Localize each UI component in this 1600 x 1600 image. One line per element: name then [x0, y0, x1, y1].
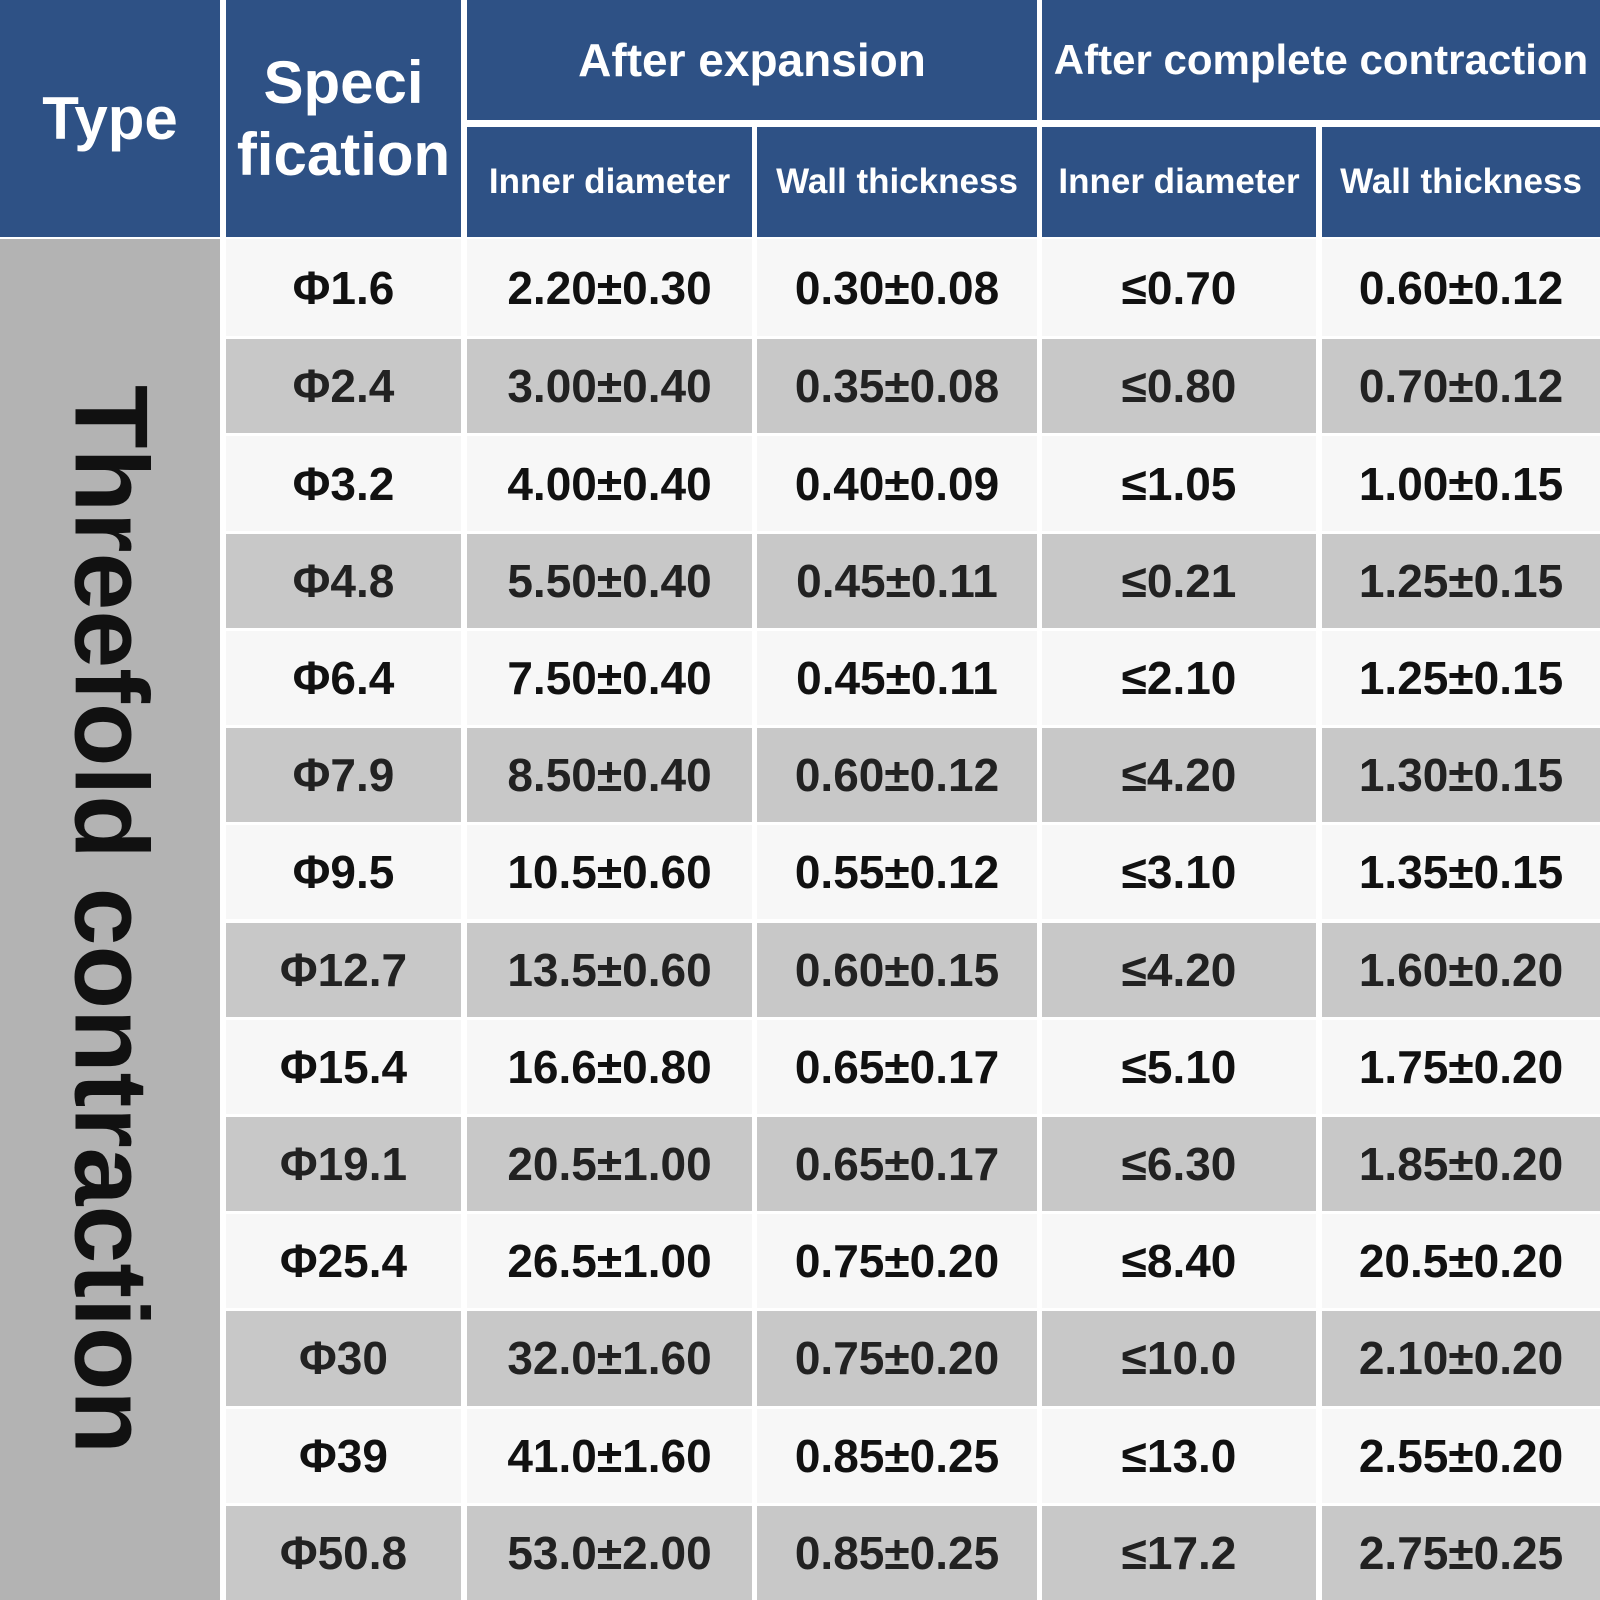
table-cell: Φ2.4 — [226, 339, 461, 434]
table-cell: ≤5.10 — [1042, 1019, 1316, 1114]
table-cell: 1.25±0.15 — [1322, 533, 1600, 628]
group-header: After complete contraction — [1042, 0, 1600, 120]
table-cell: 5.50±0.40 — [467, 533, 752, 628]
table-cell: ≤2.10 — [1042, 630, 1316, 726]
table-cell: 32.0±1.60 — [467, 1311, 752, 1406]
column-header: Wall thickness — [757, 127, 1037, 237]
table-cell: 0.60±0.12 — [1322, 239, 1600, 337]
table-cell: 0.35±0.08 — [757, 339, 1037, 434]
table-cell: 2.75±0.25 — [1322, 1505, 1600, 1600]
table-cell: Φ3.2 — [226, 436, 461, 531]
table-cell: Φ1.6 — [226, 239, 461, 337]
table-cell: 1.85±0.20 — [1322, 1116, 1600, 1212]
table-cell: 2.20±0.30 — [467, 239, 752, 337]
table-cell: 20.5±1.00 — [467, 1116, 752, 1212]
table-cell: 7.50±0.40 — [467, 630, 752, 726]
column-header: Inner diameter — [1042, 127, 1316, 237]
table-cell: 1.60±0.20 — [1322, 922, 1600, 1017]
table-cell: 0.30±0.08 — [757, 239, 1037, 337]
table-cell: 53.0±2.00 — [467, 1505, 752, 1600]
table-cell: 0.45±0.11 — [757, 630, 1037, 726]
header-line: Speci — [263, 48, 424, 116]
table-cell: ≤0.80 — [1042, 339, 1316, 434]
table-cell: ≤3.10 — [1042, 825, 1316, 920]
table-cell: 0.85±0.25 — [757, 1505, 1037, 1600]
table-cell: ≤0.70 — [1042, 239, 1316, 337]
table-cell: 20.5±0.20 — [1322, 1214, 1600, 1309]
group-header: After expansion — [467, 0, 1037, 120]
table-cell: ≤1.05 — [1042, 436, 1316, 531]
table-cell: 1.25±0.15 — [1322, 630, 1600, 726]
table-cell: Φ19.1 — [226, 1116, 461, 1212]
column-header: Inner diameter — [467, 127, 752, 237]
header-line: fication — [236, 120, 451, 188]
table-cell: 10.5±0.60 — [467, 825, 752, 920]
table-cell: ≤10.0 — [1042, 1311, 1316, 1406]
column-header: Wall thickness — [1322, 127, 1600, 237]
table-cell: 0.60±0.12 — [757, 728, 1037, 823]
type-header: Type — [0, 0, 220, 237]
table-cell: 0.55±0.12 — [757, 825, 1037, 920]
table-cell: ≤17.2 — [1042, 1505, 1316, 1600]
specification-header: Speci fication — [226, 0, 461, 237]
table-cell: Φ25.4 — [226, 1214, 461, 1309]
table-cell: 1.75±0.20 — [1322, 1019, 1600, 1114]
type-label: Threefold contraction — [0, 239, 220, 1600]
table-cell: 0.85±0.25 — [757, 1408, 1037, 1503]
table-cell: ≤8.40 — [1042, 1214, 1316, 1309]
table-cell: Φ6.4 — [226, 630, 461, 726]
table-cell: Φ30 — [226, 1311, 461, 1406]
table-cell: 2.55±0.20 — [1322, 1408, 1600, 1503]
table-cell: Φ9.5 — [226, 825, 461, 920]
table-cell: Φ7.9 — [226, 728, 461, 823]
table-cell: 4.00±0.40 — [467, 436, 752, 531]
table-cell: ≤0.21 — [1042, 533, 1316, 628]
table-cell: 41.0±1.60 — [467, 1408, 752, 1503]
table-cell: Φ50.8 — [226, 1505, 461, 1600]
table-cell: ≤13.0 — [1042, 1408, 1316, 1503]
table-cell: ≤4.20 — [1042, 922, 1316, 1017]
table-cell: 0.65±0.17 — [757, 1019, 1037, 1114]
table-cell: 1.35±0.15 — [1322, 825, 1600, 920]
table-cell: 1.30±0.15 — [1322, 728, 1600, 823]
table-cell: 0.40±0.09 — [757, 436, 1037, 531]
table-cell: 16.6±0.80 — [467, 1019, 752, 1114]
table-cell: ≤6.30 — [1042, 1116, 1316, 1212]
table-cell: 0.60±0.15 — [757, 922, 1037, 1017]
table-cell: 13.5±0.60 — [467, 922, 752, 1017]
table-cell: 26.5±1.00 — [467, 1214, 752, 1309]
table-cell: 8.50±0.40 — [467, 728, 752, 823]
table-cell: 0.75±0.20 — [757, 1311, 1037, 1406]
table-cell: 1.00±0.15 — [1322, 436, 1600, 531]
table-cell: Φ4.8 — [226, 533, 461, 628]
table-cell: ≤4.20 — [1042, 728, 1316, 823]
table-cell: Φ12.7 — [226, 922, 461, 1017]
table-cell: 0.70±0.12 — [1322, 339, 1600, 434]
table-cell: 0.45±0.11 — [757, 533, 1037, 628]
table-cell: Φ15.4 — [226, 1019, 461, 1114]
table-cell: Φ39 — [226, 1408, 461, 1503]
table-cell: 0.75±0.20 — [757, 1214, 1037, 1309]
table-cell: 2.10±0.20 — [1322, 1311, 1600, 1406]
table-cell: 3.00±0.40 — [467, 339, 752, 434]
table-cell: 0.65±0.17 — [757, 1116, 1037, 1212]
